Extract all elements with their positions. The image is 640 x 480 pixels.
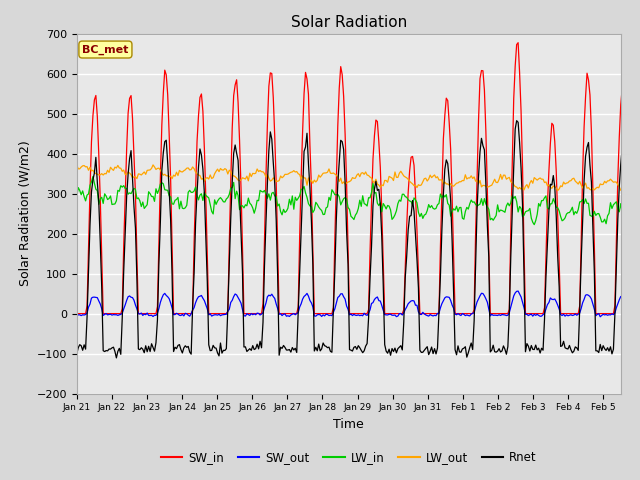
Rnet bbox=[73, 350, 81, 356]
LW_in bbox=[475, 202, 483, 208]
SW_out bbox=[362, 312, 369, 318]
Rnet bbox=[475, 174, 483, 180]
SW_out bbox=[596, 314, 604, 320]
SW_in bbox=[92, 93, 100, 98]
Legend: SW_in, SW_out, LW_in, LW_out, Rnet: SW_in, SW_out, LW_in, LW_out, Rnet bbox=[156, 446, 541, 469]
Rnet bbox=[113, 355, 120, 361]
LW_in bbox=[634, 215, 640, 220]
SW_in bbox=[362, 311, 369, 316]
LW_in bbox=[364, 203, 371, 209]
SW_out bbox=[473, 299, 481, 305]
LW_out bbox=[633, 184, 640, 190]
LW_in bbox=[93, 188, 101, 193]
LW_out bbox=[73, 162, 81, 168]
Rnet bbox=[633, 346, 640, 352]
SW_out bbox=[109, 312, 117, 317]
Text: BC_met: BC_met bbox=[82, 44, 129, 55]
Line: SW_out: SW_out bbox=[77, 291, 638, 317]
X-axis label: Time: Time bbox=[333, 418, 364, 431]
Line: SW_in: SW_in bbox=[77, 43, 638, 313]
SW_out bbox=[633, 312, 640, 317]
LW_out bbox=[621, 189, 629, 194]
LW_in bbox=[633, 216, 640, 221]
SW_out bbox=[634, 312, 640, 318]
Line: Rnet: Rnet bbox=[77, 120, 638, 358]
Rnet bbox=[92, 155, 100, 160]
SW_out bbox=[515, 288, 522, 294]
LW_in bbox=[630, 227, 638, 233]
LW_in bbox=[73, 193, 81, 199]
LW_in bbox=[111, 201, 119, 207]
Rnet bbox=[560, 338, 568, 344]
Title: Solar Radiation: Solar Radiation bbox=[291, 15, 407, 30]
Rnet bbox=[109, 344, 117, 350]
LW_in bbox=[558, 218, 566, 224]
LW_out bbox=[92, 171, 100, 177]
SW_in bbox=[515, 40, 522, 46]
LW_out bbox=[558, 184, 566, 190]
SW_in bbox=[632, 311, 639, 316]
SW_out bbox=[92, 295, 100, 300]
SW_in bbox=[109, 311, 117, 316]
Line: LW_in: LW_in bbox=[77, 177, 638, 230]
SW_in bbox=[634, 311, 640, 316]
Rnet bbox=[364, 341, 371, 347]
Y-axis label: Solar Radiation (W/m2): Solar Radiation (W/m2) bbox=[18, 141, 31, 287]
LW_out bbox=[109, 168, 117, 173]
SW_in bbox=[73, 311, 81, 316]
LW_out bbox=[149, 162, 157, 168]
SW_in bbox=[558, 311, 566, 316]
LW_out bbox=[634, 181, 640, 187]
LW_in bbox=[89, 174, 97, 180]
Line: LW_out: LW_out bbox=[77, 165, 638, 192]
SW_out bbox=[73, 311, 81, 317]
SW_in bbox=[473, 176, 481, 181]
LW_out bbox=[475, 181, 483, 187]
LW_out bbox=[364, 172, 371, 178]
Rnet bbox=[634, 346, 640, 351]
SW_out bbox=[558, 312, 566, 318]
Rnet bbox=[513, 118, 520, 123]
